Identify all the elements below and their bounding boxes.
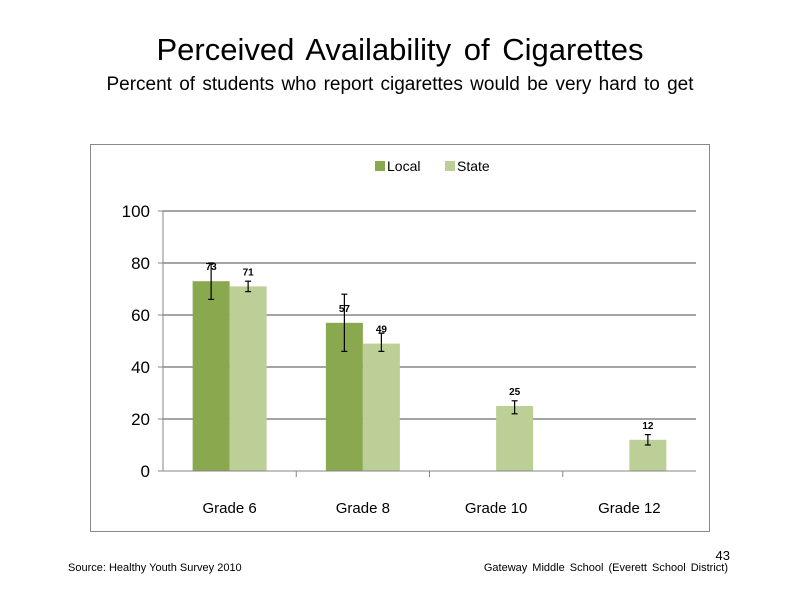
y-tick-label: 100 (122, 202, 150, 221)
data-label: 25 (509, 387, 521, 398)
y-tick-label: 60 (131, 306, 150, 325)
bar-state (362, 343, 400, 471)
data-label: 12 (642, 421, 654, 432)
bar-local (192, 281, 230, 471)
x-tick-label: Grade 10 (465, 500, 528, 517)
y-tick-label: 80 (131, 254, 150, 273)
data-label: 71 (243, 267, 255, 278)
bar-state (496, 406, 534, 471)
legend-label: Local (387, 158, 420, 174)
x-tick-label: Grade 8 (336, 500, 390, 517)
x-tick-label: Grade 6 (203, 500, 257, 517)
legend-swatch-state (445, 161, 455, 171)
bar-state (229, 286, 267, 471)
legend-label: State (457, 158, 490, 174)
x-tick-label: Grade 12 (598, 500, 661, 517)
data-label: 49 (376, 325, 388, 336)
school-name: Gateway Middle School (Everett School Di… (483, 562, 728, 574)
y-tick-label: 0 (141, 462, 150, 481)
data-label: 73 (206, 262, 218, 273)
data-label: 57 (339, 304, 351, 315)
chart-frame (90, 144, 710, 532)
chart-subtitle: Percent of students who report cigarette… (106, 74, 694, 95)
legend-swatch-local (375, 161, 385, 171)
chart-title: Perceived Availability of Cigarettes (156, 32, 644, 67)
y-tick-label: 20 (131, 410, 150, 429)
page-number: 43 (715, 548, 730, 563)
y-tick-label: 40 (131, 358, 150, 377)
source-note: Source: Healthy Youth Survey 2010 (68, 562, 242, 574)
